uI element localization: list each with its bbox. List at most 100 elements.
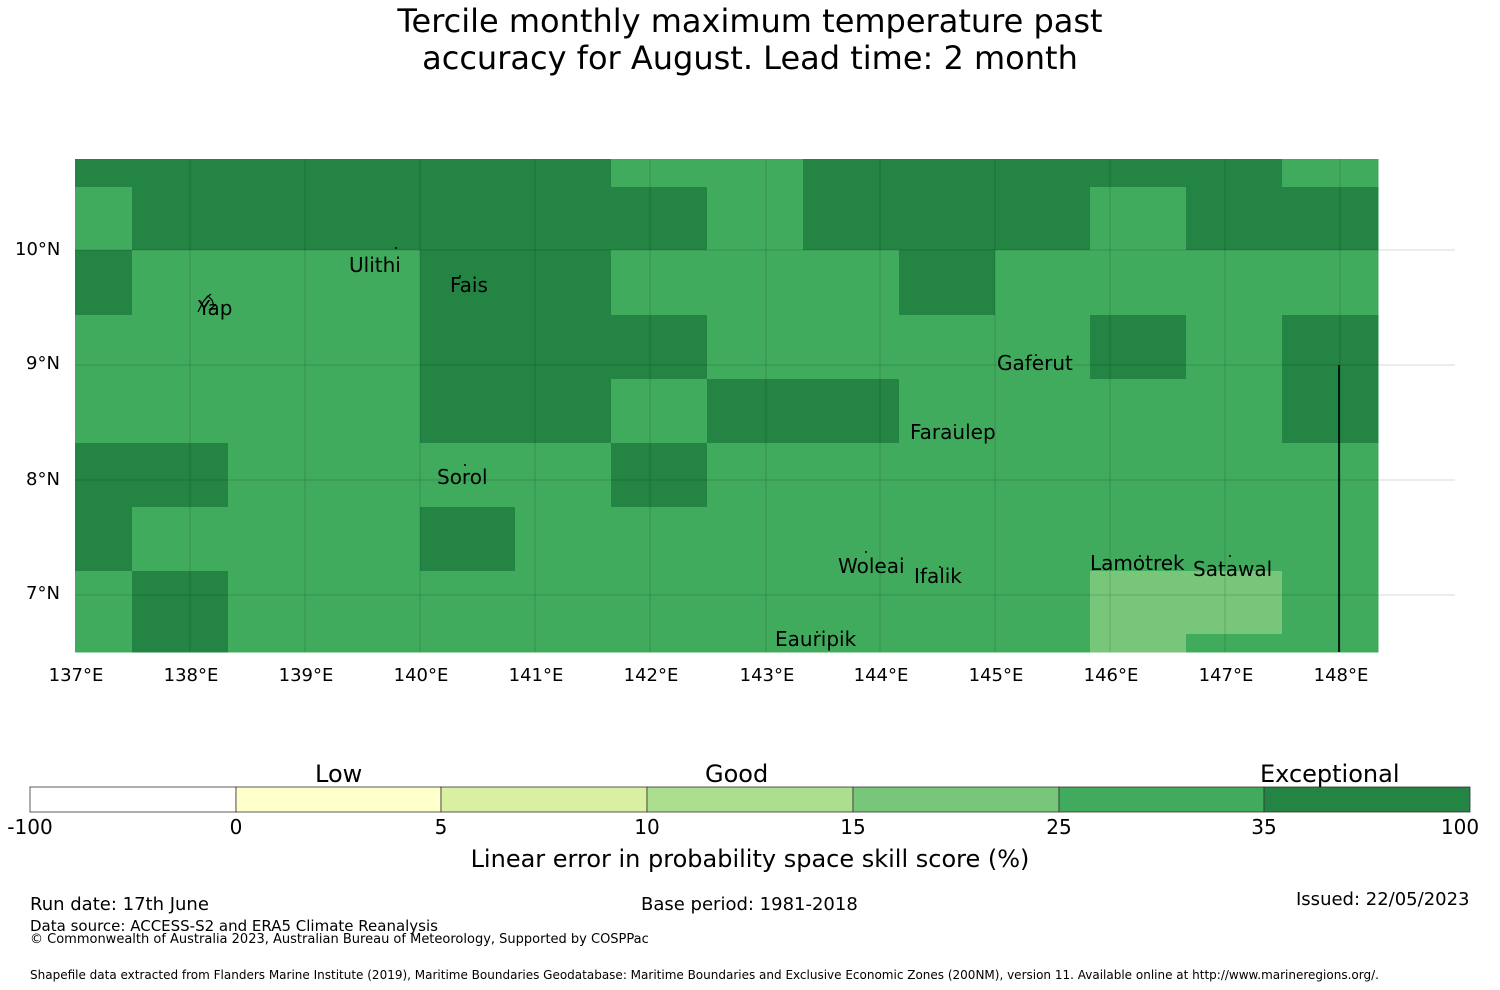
issued-date: Issued: 22/05/2023 — [1296, 889, 1470, 910]
grid-cell — [1282, 159, 1379, 188]
grid-cell — [803, 250, 900, 316]
colorbar-tick-label: 5 — [434, 815, 448, 839]
colorbar-segment — [1058, 786, 1265, 813]
grid-cell — [228, 187, 325, 251]
grid-cell — [1186, 443, 1283, 508]
grid-cell — [995, 159, 1091, 188]
place-label-lamotrek: Lamotrek — [1090, 551, 1185, 575]
grid-cell — [1282, 443, 1379, 508]
lon-label-143e: 143°E — [739, 665, 795, 686]
grid-cell — [1282, 379, 1379, 444]
place-label-satawal: Satawal — [1193, 557, 1273, 581]
colorbar-group-good: Good — [705, 760, 769, 788]
grid-cell — [132, 443, 229, 508]
grid-cell — [228, 507, 325, 572]
grid-cell — [803, 571, 900, 653]
grid-cell — [995, 443, 1091, 508]
colorbar-segment — [440, 786, 648, 813]
grid-cell — [611, 187, 708, 251]
grid-cell — [228, 379, 325, 444]
ifalik-mark — [939, 566, 941, 568]
grid-cell — [707, 250, 804, 316]
grid-cell — [75, 379, 133, 444]
copyright-notice: © Commonwealth of Australia 2023, Austra… — [30, 932, 649, 947]
grid-cell — [803, 187, 900, 251]
grid-cell — [899, 159, 996, 188]
grid-cell — [611, 159, 708, 188]
colorbar-group-exceptional: Exceptional — [1260, 760, 1400, 788]
grid-cell — [132, 379, 229, 444]
grid-cell — [515, 250, 612, 316]
grid-cell — [1090, 250, 1187, 316]
lon-label-138e: 138°E — [163, 665, 219, 686]
grid-cell — [803, 159, 900, 188]
place-label-gaferut: Gaferut — [997, 351, 1073, 375]
grid-cell — [899, 250, 996, 316]
grid-cell — [1090, 379, 1187, 444]
grid-cell — [1186, 187, 1283, 251]
lon-label-142e: 142°E — [623, 665, 679, 686]
colorbar-tick-label: 10 — [634, 815, 660, 839]
grid-cell — [228, 315, 325, 380]
shapefile-credit: Shapefile data extracted from Flanders M… — [30, 968, 1379, 982]
grid-cell — [132, 250, 229, 316]
grid-cell — [132, 507, 229, 572]
grid-cell — [75, 250, 133, 316]
grid-cell — [75, 315, 133, 380]
data-source: Data source: ACCESS-S2 and ERA5 Climate … — [30, 917, 438, 935]
grid-cell — [1090, 507, 1187, 572]
grid-cell — [515, 571, 612, 653]
grid-cell — [75, 187, 133, 251]
grid-cell — [1186, 634, 1282, 652]
colorbar-group-low: Low — [315, 760, 363, 788]
island-marks — [395, 247, 1231, 633]
sorol-mark — [464, 464, 466, 466]
grid-cell — [515, 187, 612, 251]
grid-cell — [515, 159, 612, 188]
grid-cell — [132, 571, 229, 653]
grid-cell — [1186, 571, 1282, 634]
grid-cell — [228, 443, 325, 508]
grid-cell — [995, 187, 1091, 251]
grid-cell — [324, 379, 421, 444]
grid-cell — [324, 507, 421, 572]
grid-cell — [132, 315, 229, 380]
grid-cell — [611, 443, 708, 508]
grid-cell — [803, 315, 900, 380]
grid-cell — [899, 379, 996, 444]
grid-cell — [1090, 187, 1187, 251]
grid-cell — [1282, 187, 1379, 251]
grid-cell — [420, 250, 516, 316]
run-date: Run date: 17th June — [30, 894, 209, 915]
grid-cell — [515, 315, 612, 380]
grid-cell — [75, 443, 133, 508]
lon-label-139e: 139°E — [278, 665, 334, 686]
place-label-sorol: Sorol — [437, 465, 488, 489]
place-label-ifalik: Ifalik — [914, 564, 962, 588]
grid-cell — [1186, 507, 1283, 572]
place-label-faraulep: Faraulep — [910, 420, 996, 444]
grid-cell — [899, 571, 996, 653]
faraulep-mark — [954, 424, 956, 426]
grid-cell — [132, 187, 229, 251]
grid-cell — [899, 443, 996, 508]
satawal-mark — [1229, 555, 1231, 557]
place-label-ulithi: Ulithi — [349, 253, 401, 277]
colorbar-tick-label: 100 — [1440, 815, 1480, 839]
grid-cell — [995, 315, 1091, 380]
grid-cell — [420, 507, 516, 572]
fais-mark — [459, 275, 461, 277]
lat-label-8n: 8°N — [26, 469, 60, 490]
colorbar — [29, 786, 1471, 813]
base-period: Base period: 1981-2018 — [641, 894, 858, 915]
grid-cell — [420, 379, 516, 444]
colorbar-segment — [1263, 786, 1471, 813]
lon-label-141e: 141°E — [508, 665, 564, 686]
colorbar-tick-label: -100 — [7, 815, 53, 839]
grid-cell — [707, 159, 804, 188]
grid-cell — [803, 507, 900, 572]
colorbar-tick-label: 0 — [229, 815, 243, 839]
lon-label-137e: 137°E — [48, 665, 104, 686]
grid-cell — [324, 571, 421, 653]
